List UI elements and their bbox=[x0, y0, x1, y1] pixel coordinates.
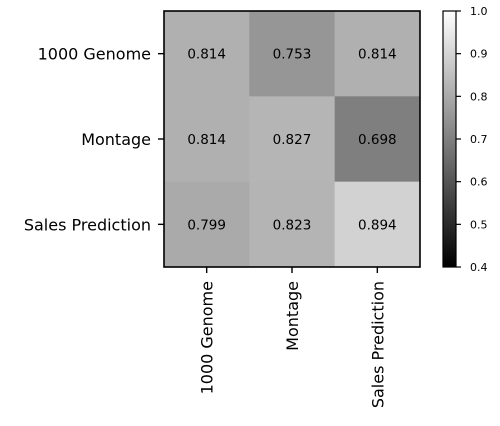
heatmap-cell-sales-prediction-montage bbox=[249, 181, 335, 268]
cell-value-label: 0.814 bbox=[358, 47, 397, 63]
x-axis: 1000 Genome Montage Sales Prediction bbox=[198, 267, 387, 408]
colorbar-tick-label: 1.0 bbox=[470, 5, 488, 18]
heatmap-cells bbox=[164, 11, 421, 268]
y-tick-label: Montage bbox=[81, 130, 151, 149]
colorbar-tick-label: 0.6 bbox=[470, 176, 488, 189]
cell-value-label: 0.799 bbox=[187, 217, 226, 233]
cell-value-label: 0.894 bbox=[358, 217, 397, 233]
heatmap-cell-montage-1000-genome bbox=[164, 96, 250, 182]
heatmap-cell-1000-genome-montage bbox=[249, 11, 335, 97]
heatmap-cell-montage-montage bbox=[249, 96, 335, 182]
x-tick-label: Montage bbox=[283, 281, 302, 351]
colorbar-tick-label: 0.9 bbox=[470, 48, 488, 61]
y-tick-label: Sales Prediction bbox=[24, 215, 151, 234]
cell-value-label: 0.827 bbox=[273, 132, 312, 148]
y-tick-label: 1000 Genome bbox=[38, 45, 151, 64]
cell-value-labels: 0.814 0.753 0.814 0.814 0.827 0.698 0.799 0.823… bbox=[187, 47, 396, 234]
colorbar-tick-label: 0.7 bbox=[470, 133, 488, 146]
cell-value-label: 0.698 bbox=[358, 132, 397, 148]
x-tick-label: 1000 Genome bbox=[198, 281, 217, 394]
colorbar-tick-label: 0.8 bbox=[470, 90, 488, 103]
colorbar-tick-label: 0.4 bbox=[470, 261, 488, 274]
y-axis: 1000 Genome Montage Sales Prediction bbox=[24, 45, 164, 234]
heatmap-cell-sales-prediction-1000-genome bbox=[164, 181, 250, 268]
colorbar-axis: 0.4 0.5 0.6 0.7 0.8 0.9 1.0 bbox=[456, 5, 488, 274]
heatmap-cell-sales-prediction-sales-prediction bbox=[334, 181, 421, 268]
colorbar bbox=[442, 10, 457, 268]
cell-value-label: 0.814 bbox=[187, 132, 226, 148]
heatmap-cell-1000-genome-sales-prediction bbox=[334, 11, 421, 97]
cell-value-label: 0.753 bbox=[273, 47, 312, 63]
cell-value-label: 0.823 bbox=[273, 217, 312, 233]
heatmap-cell-montage-sales-prediction bbox=[334, 96, 421, 182]
heatmap-cell-1000-genome-1000-genome bbox=[164, 11, 250, 97]
colorbar-tick-label: 0.5 bbox=[470, 218, 488, 231]
x-tick-label: Sales Prediction bbox=[368, 281, 387, 408]
cell-value-label: 0.814 bbox=[187, 47, 226, 63]
